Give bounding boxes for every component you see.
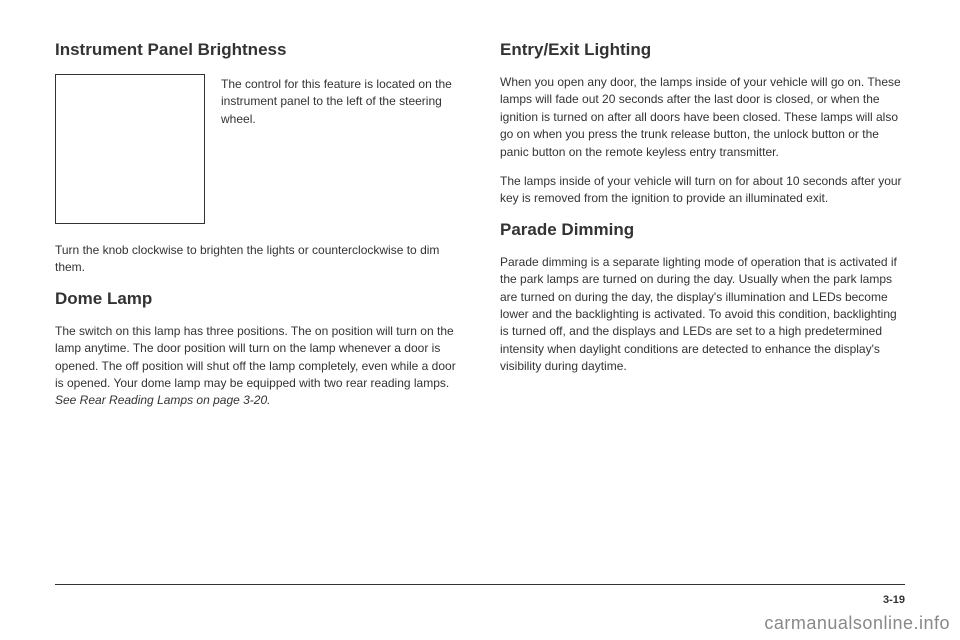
- control-illustration: [55, 74, 205, 224]
- brightness-body: Turn the knob clockwise to brighten the …: [55, 242, 460, 277]
- dome-text: The switch on this lamp has three positi…: [55, 324, 456, 390]
- page-number: 3-19: [883, 594, 905, 606]
- footer-rule: [55, 584, 905, 585]
- right-column: Entry/Exit Lighting When you open any do…: [500, 40, 905, 550]
- heading-brightness: Instrument Panel Brightness: [55, 40, 460, 60]
- left-column: Instrument Panel Brightness The control …: [55, 40, 460, 550]
- dome-lamp-body: The switch on this lamp has three positi…: [55, 323, 460, 410]
- heading-parade: Parade Dimming: [500, 220, 905, 240]
- entry-exit-p1: When you open any door, the lamps inside…: [500, 74, 905, 161]
- heading-entry-exit: Entry/Exit Lighting: [500, 40, 905, 60]
- parade-body: Parade dimming is a separate lighting mo…: [500, 254, 905, 376]
- entry-exit-p2: The lamps inside of your vehicle will tu…: [500, 173, 905, 208]
- page-columns: Instrument Panel Brightness The control …: [55, 40, 905, 550]
- image-caption: The control for this feature is located …: [221, 74, 460, 128]
- image-row: The control for this feature is located …: [55, 74, 460, 224]
- watermark: carmanualsonline.info: [764, 613, 950, 634]
- dome-ref: See Rear Reading Lamps on page 3-20.: [55, 393, 270, 407]
- heading-dome-lamp: Dome Lamp: [55, 289, 460, 309]
